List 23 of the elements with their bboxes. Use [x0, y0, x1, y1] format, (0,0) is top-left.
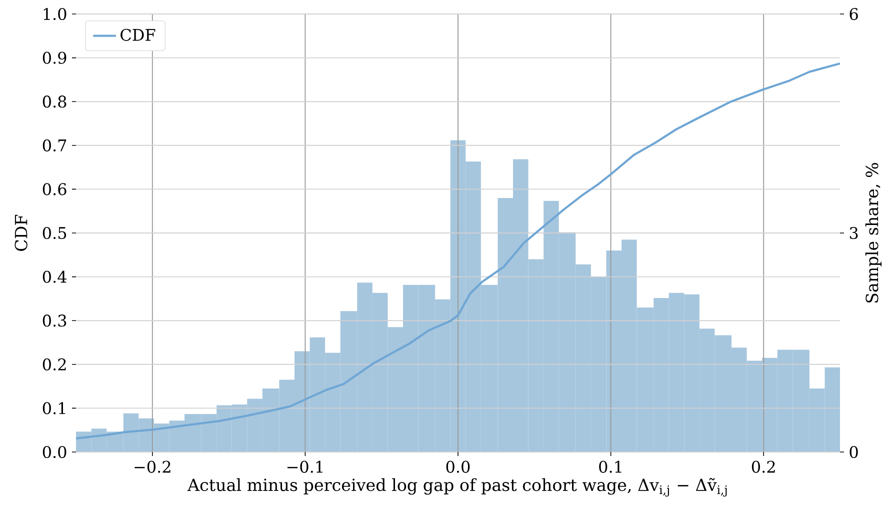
y2-tick-label: 0	[850, 446, 858, 458]
legend-label: CDF	[120, 28, 156, 41]
x-tick-label: 0.1	[599, 460, 622, 473]
x-axis-title: Actual minus perceived log gap of past cohort wage, Δv$_{i,j}$ − Δṽ$_{i,j}$	[187, 478, 727, 497]
x-tick-label: 0.0	[446, 460, 470, 473]
y2-tick-label: 6	[850, 8, 858, 20]
x-tick-label: 0.2	[752, 460, 775, 473]
y2-tick-label: 3	[850, 226, 858, 240]
y-tick-label: 0.6	[42, 183, 66, 196]
y-tick-label: 0.3	[42, 314, 66, 327]
y-tick-label: 0.1	[42, 402, 66, 414]
y-tick-label: 1.0	[44, 8, 66, 20]
y-tick-label: 0.8	[42, 96, 66, 108]
x-tick-label: −0.1	[287, 460, 322, 473]
y-tick-label: 0.2	[42, 358, 66, 370]
y-axis-title: CDF	[14, 214, 28, 251]
x-tick-label: −0.2	[134, 460, 170, 473]
y-tick-label: 0.0	[42, 446, 66, 458]
y-tick-label: 0.4	[42, 270, 66, 283]
y-tick-label: 0.7	[42, 139, 66, 152]
y2-axis-title: Sample share, %	[865, 163, 882, 303]
y-tick-label: 0.9	[42, 52, 66, 64]
y-tick-label: 0.5	[42, 226, 66, 240]
